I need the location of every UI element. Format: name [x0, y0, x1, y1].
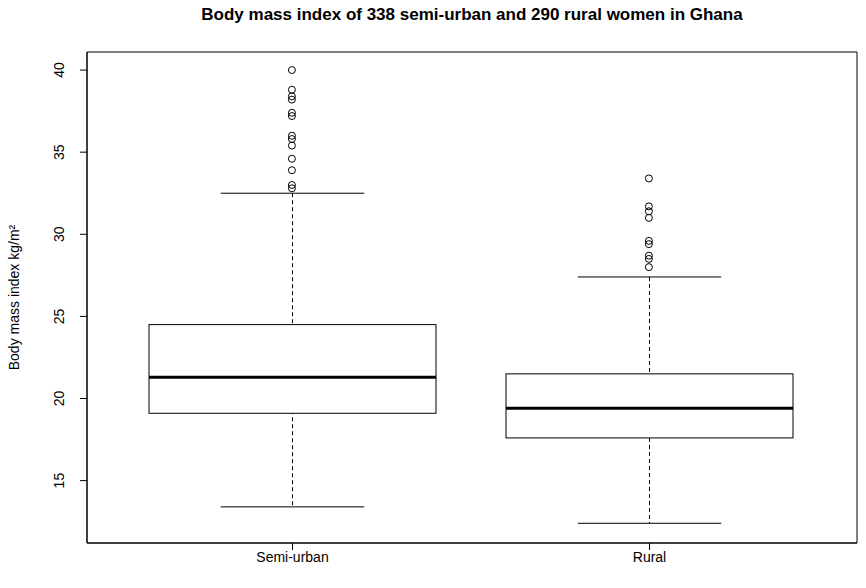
svg-text:20: 20 [51, 390, 67, 406]
svg-text:25: 25 [51, 308, 67, 324]
svg-text:30: 30 [51, 226, 67, 242]
svg-text:Rural: Rural [633, 549, 666, 565]
svg-text:Semi-urban: Semi-urban [256, 549, 328, 565]
svg-text:40: 40 [51, 62, 67, 78]
html-text:Body mass index of 338 semi-ur: Body mass index of 338 semi-urban and 29… [201, 5, 743, 24]
svg-text:Body mass index kg/m²: Body mass index kg/m² [8, 224, 22, 370]
svg-text:35: 35 [51, 144, 67, 160]
svg-text:15: 15 [51, 473, 67, 489]
